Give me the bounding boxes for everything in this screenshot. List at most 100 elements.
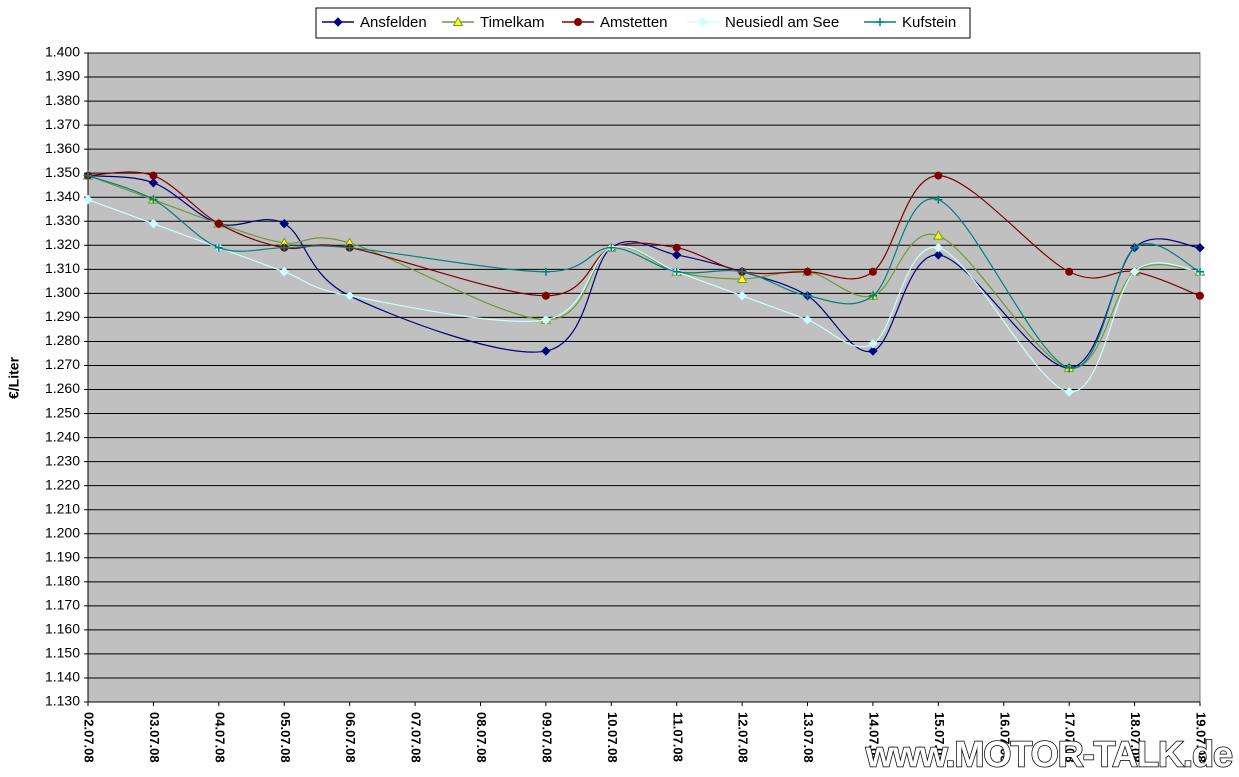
legend-marker: [333, 17, 343, 27]
line-segment: [545, 247, 612, 352]
legend-label: Kufstein: [902, 14, 956, 31]
y-tick-label: 1.400: [45, 44, 80, 60]
y-tick-label: 1.130: [45, 693, 80, 709]
y-tick-label: 1.300: [45, 284, 80, 300]
marker: [541, 267, 550, 276]
marker: [279, 218, 289, 229]
y-tick-label: 1.340: [45, 188, 80, 204]
line-segment: [938, 199, 1070, 369]
y-tick-label: 1.330: [45, 212, 80, 228]
line-segment: [872, 174, 939, 273]
line-segment: [807, 271, 874, 298]
line-segment: [284, 237, 350, 244]
marker: [802, 315, 813, 325]
line-segment: [284, 271, 350, 297]
x-tick-label: 07.07.08: [409, 712, 424, 763]
marker: [83, 194, 93, 205]
y-tick-label: 1.160: [45, 621, 80, 637]
line-segment: [872, 254, 939, 352]
y-tick-label: 1.260: [45, 380, 80, 396]
marker: [672, 243, 681, 252]
marker: [672, 267, 681, 276]
line-segment: [153, 175, 220, 225]
line-segment: [218, 247, 285, 252]
marker: [671, 250, 682, 260]
marker: [738, 267, 747, 276]
marker: [932, 230, 944, 240]
marker: [344, 291, 355, 301]
legend-label: Ansfelden: [360, 14, 427, 31]
line-segment: [349, 295, 546, 353]
legend-marker: [574, 18, 582, 26]
x-tick-label: 16.07.08: [997, 712, 1012, 763]
marker: [1196, 267, 1204, 276]
marker: [279, 267, 289, 277]
marker: [1064, 387, 1074, 397]
marker: [541, 346, 551, 356]
marker: [541, 291, 550, 300]
marker: [607, 243, 616, 252]
line-segment: [676, 271, 743, 297]
y-tick-label: 1.350: [45, 164, 80, 180]
watermark: www.MOTOR-TALK.de: [865, 734, 1232, 775]
line-segment: [807, 295, 874, 305]
line-segment: [218, 223, 285, 249]
marker: [803, 267, 812, 276]
x-tick-label: 03.07.08: [147, 712, 162, 763]
x-tick-label: 05.07.08: [278, 712, 293, 763]
line-segment: [938, 174, 1070, 273]
line-segment: [610, 240, 677, 256]
marker: [934, 171, 943, 180]
line-segment: [872, 233, 939, 297]
line-segment: [1068, 270, 1135, 279]
x-tick-label: 08.07.08: [474, 712, 489, 763]
legend-marker: [452, 16, 464, 26]
line-segment: [1069, 247, 1135, 369]
marker: [736, 273, 748, 283]
line-segment: [807, 319, 874, 348]
y-tick-label: 1.220: [45, 476, 80, 492]
x-tick-label: 17.07.08: [1063, 712, 1078, 763]
marker: [148, 178, 159, 188]
legend-marker: [698, 17, 708, 27]
line-segment: [676, 271, 743, 280]
y-tick-label: 1.230: [45, 452, 80, 468]
line-segment: [938, 254, 1070, 369]
y-tick-label: 1.280: [45, 332, 80, 348]
legend-marker: [876, 18, 884, 26]
x-tick-label: 12.07.08: [736, 712, 751, 763]
marker: [868, 267, 877, 276]
x-tick-label: 14.07.08: [867, 712, 882, 763]
line-segment: [87, 175, 154, 201]
legend-box: [315, 7, 971, 39]
line-segment: [872, 246, 939, 345]
marker: [1065, 267, 1074, 276]
marker: [1130, 243, 1139, 252]
line-segment: [153, 199, 220, 225]
y-tick-label: 1.370: [45, 116, 80, 132]
marker: [1065, 363, 1074, 372]
x-tick-label: 15.07.08: [932, 712, 947, 763]
line-segment: [545, 247, 612, 321]
y-tick-label: 1.170: [45, 597, 80, 613]
marker: [280, 243, 289, 252]
line-segment: [87, 199, 154, 225]
marker: [933, 250, 944, 260]
y-tick-label: 1.200: [45, 524, 80, 540]
legend-label: Timelkam: [480, 14, 544, 31]
plot-area: [87, 52, 1201, 703]
marker: [1195, 242, 1205, 253]
marker: [149, 171, 158, 180]
line-segment: [807, 271, 874, 280]
marker: [214, 219, 223, 228]
y-tick-label: 1.390: [45, 68, 80, 84]
marker: [541, 315, 551, 325]
y-tick-label: 1.360: [45, 140, 80, 156]
x-tick-label: 02.07.08: [82, 712, 97, 763]
line-segment: [807, 295, 874, 353]
x-tick-label: 18.07.08: [1128, 712, 1143, 763]
line-segment: [218, 219, 285, 226]
line-segment: [153, 199, 220, 249]
marker: [1129, 267, 1140, 277]
legend-label: Amstetten: [600, 14, 668, 31]
